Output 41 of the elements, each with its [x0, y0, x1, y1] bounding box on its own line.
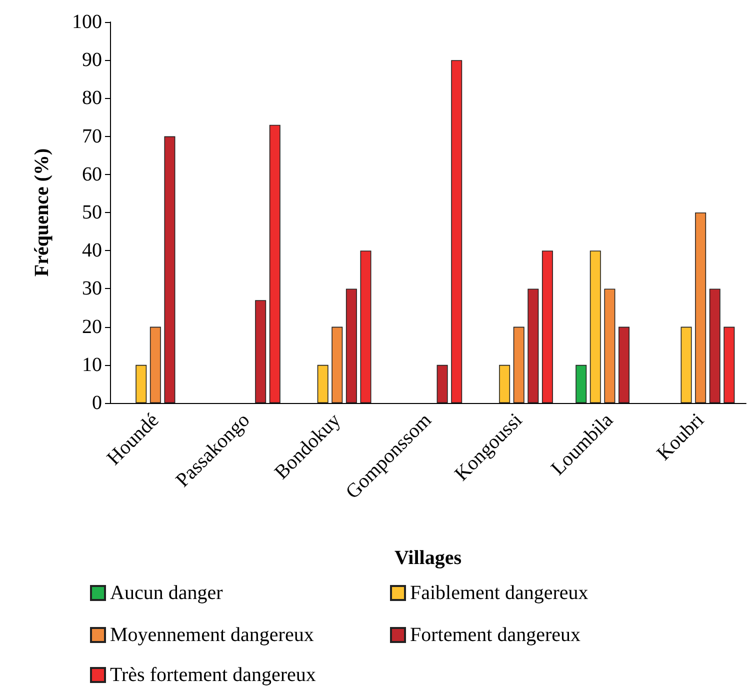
bar [590, 250, 601, 403]
legend-label: Aucun danger [110, 582, 224, 604]
bar [150, 326, 161, 403]
bar [724, 326, 735, 403]
bar [332, 326, 343, 403]
y-tick-label: 10 [82, 354, 102, 376]
legend-label: Très fortement dangereux [110, 664, 316, 686]
bar [436, 364, 448, 403]
y-tick-label: 0 [92, 392, 102, 414]
bar [709, 288, 720, 403]
x-axis-title: Villages [394, 547, 462, 569]
bar [164, 136, 176, 403]
y-tick-label: 90 [82, 49, 102, 72]
bar [269, 124, 280, 403]
y-tick-label: 40 [82, 240, 102, 262]
bar [451, 60, 462, 403]
bar [576, 364, 587, 403]
bar [136, 364, 147, 403]
bar [346, 288, 357, 403]
y-tick-label: 70 [82, 125, 102, 148]
bar [680, 326, 692, 403]
legend-label: Moyennement dangereux [110, 624, 314, 646]
legend-label: Faiblement dangereux [410, 582, 588, 604]
bar [255, 300, 266, 403]
y-tick-label: 50 [82, 202, 102, 224]
y-tick-label: 30 [82, 278, 102, 300]
y-tick-label: 100 [72, 11, 102, 33]
y-tick-label: 20 [82, 316, 102, 338]
bar [618, 326, 630, 403]
y-axis-title: Fréquence (%) [31, 148, 53, 277]
legend-label: Fortement dangereux [410, 624, 580, 646]
bar [542, 250, 553, 403]
bar [695, 212, 706, 403]
bar [317, 364, 328, 403]
bar [528, 288, 539, 403]
y-tick-label: 80 [82, 87, 102, 110]
y-tick-label: 60 [82, 163, 102, 186]
bar [513, 326, 524, 403]
bar [604, 288, 616, 403]
bar [360, 250, 372, 403]
bar [499, 364, 510, 403]
